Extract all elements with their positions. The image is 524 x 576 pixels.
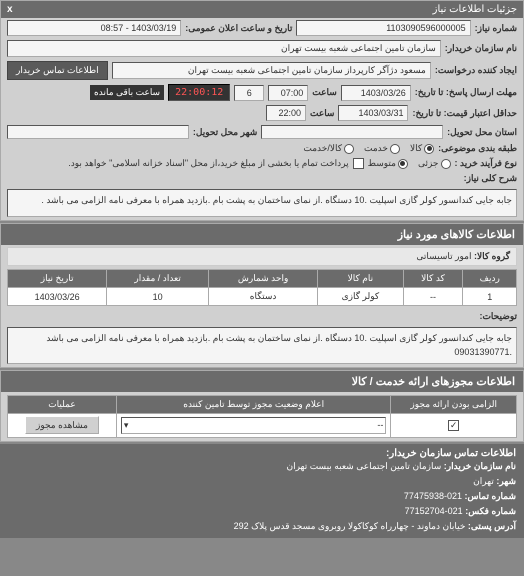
chevron-down-icon: ▾: [124, 420, 129, 431]
items-col: تعداد / مقدار: [107, 270, 209, 288]
items-col: نام کالا: [318, 270, 403, 288]
deadline-price-date: 1403/03/31: [338, 105, 408, 121]
footer-city: تهران: [473, 476, 494, 486]
license-col-ops: عملیات: [8, 396, 117, 414]
delivery-state: [261, 125, 443, 139]
radio-mid[interactable]: [398, 159, 408, 169]
notes-text: جابه جایی کندانسور کولر گازی اسپلیت .10 …: [7, 327, 517, 364]
deadline-send-label: مهلت ارسال پاسخ: تا تاریخ:: [415, 87, 517, 98]
license-header: اطلاعات مجوزهای ارائه خدمت / کالا: [1, 371, 523, 392]
items-col: تاریخ نیاز: [8, 270, 107, 288]
radio-khadmat[interactable]: [390, 144, 400, 154]
license-col-announce: اعلام وضعیت مجوز توسط تامین کننده: [116, 396, 391, 414]
items-col: واحد شمارش: [209, 270, 318, 288]
radio-low-label: جزئی: [418, 158, 439, 169]
deadline-price-label: حداقل اعتبار قیمت: تا تاریخ:: [412, 108, 517, 119]
requester-label: ایجاد کننده درخواست:: [435, 65, 517, 76]
countdown-timer: 22:00:12: [168, 84, 230, 101]
buyer-name-label: نام سازمان خریدار:: [445, 43, 517, 54]
settle-checkbox[interactable]: [353, 158, 364, 169]
footer-city-label: شهر:: [496, 476, 516, 486]
license-status-select[interactable]: -- ▾: [121, 417, 387, 434]
purchase-type-label: نوع فرآیند خرید :: [455, 158, 518, 169]
delivery-state-label: استان محل تحویل:: [447, 127, 517, 138]
notes-label: توضیحات:: [479, 311, 517, 322]
announce-datetime: 1403/03/19 - 08:57: [7, 20, 181, 36]
footer-fax-label: شماره فکس:: [465, 506, 516, 516]
view-license-button[interactable]: مشاهده مجوز: [25, 416, 99, 434]
radio-khadmat-label: خدمت: [364, 143, 388, 154]
footer-addr-label: آدرس پستی:: [468, 521, 516, 531]
budget-group-label: طبقه بندی موضوعی:: [438, 143, 517, 154]
table-cell: کولر گازی: [318, 288, 403, 306]
footer-org-label: نام سازمان خریدار:: [444, 461, 516, 471]
remaining-days: 6: [234, 85, 264, 101]
deadline-price-time: 22:00: [266, 105, 306, 121]
table-cell: --: [403, 288, 463, 306]
footer-tel: 021-77475938: [404, 491, 462, 501]
deadline-send-date: 1403/03/26: [341, 85, 411, 101]
table-cell: دستگاه: [209, 288, 318, 306]
items-header: اطلاعات کالاهای مورد نیاز: [1, 224, 523, 245]
requester: مسعود دژآگر کارپرداز سازمان تامین اجتماع…: [112, 62, 431, 79]
radio-mid-label: متوسط: [368, 158, 396, 169]
footer-tel-label: شماره تماس:: [465, 491, 516, 501]
items-col: کد کالا: [403, 270, 463, 288]
contact-footer-header: اطلاعات تماس سازمان خریدار:: [8, 448, 516, 459]
contact-buyer-button[interactable]: اطلاعات تماس خریدار: [7, 61, 108, 80]
items-table: ردیفکد کالانام کالاواحد شمارشتعداد / مقد…: [7, 269, 517, 306]
announce-label: تاریخ و ساعت اعلان عمومی:: [185, 23, 292, 34]
budget-radio-group: کالا خدمت کالا/خدمت: [303, 143, 434, 154]
need-number-label: شماره نیاز:: [475, 23, 517, 34]
summary-text: جابه جایی کندانسور کولر گازی اسپلیت .10 …: [7, 189, 517, 217]
group-value: امور تاسیساتی: [416, 251, 471, 261]
footer-addr: خیابان دماوند - چهارراه کوکاکولا روبروی …: [234, 521, 466, 531]
delivery-city-label: شهر محل تحویل:: [193, 127, 257, 138]
table-row: 1--کولر گازیدستگاه101403/03/26: [8, 288, 517, 306]
radio-low[interactable]: [441, 159, 451, 169]
settle-note: پرداخت تمام یا بخشی از مبلغ خرید،از محل …: [68, 158, 348, 169]
delivery-city: [7, 125, 189, 139]
radio-kala-khadmat-label: کالا/خدمت: [303, 143, 342, 154]
radio-kala-label: کالا: [410, 143, 422, 154]
license-mandatory-checkbox[interactable]: [448, 420, 459, 431]
deadline-send-time: 07:00: [268, 85, 308, 101]
group-label: گروه کالا:: [474, 251, 510, 261]
radio-kala[interactable]: [424, 144, 434, 154]
close-icon[interactable]: x: [7, 4, 13, 15]
countdown-label: ساعت باقی مانده: [90, 85, 164, 100]
table-cell: 10: [107, 288, 209, 306]
panel-title: جزئیات اطلاعات نیاز: [433, 4, 517, 15]
footer-org: سازمان تامین اجتماعی شعبه بیست تهران: [286, 461, 441, 471]
purchase-radio-group: جزئی متوسط: [368, 158, 451, 169]
deadline-price-time-label: ساعت: [310, 108, 335, 119]
table-cell: 1: [463, 288, 517, 306]
buyer-name: سازمان تامین اجتماعی شعبه بیست تهران: [7, 40, 441, 57]
summary-label: شرح کلی نیاز:: [464, 173, 517, 184]
deadline-send-time-label: ساعت: [312, 87, 337, 98]
license-col-mandatory: الزامی بودن ارائه مجوز: [391, 396, 517, 414]
items-col: ردیف: [463, 270, 517, 288]
need-number: 1103090596000005: [296, 20, 470, 36]
footer-fax: 021-77152704: [405, 506, 463, 516]
license-table: الزامی بودن ارائه مجوز اعلام وضعیت مجوز …: [7, 395, 517, 438]
radio-kala-khadmat[interactable]: [344, 144, 354, 154]
table-cell: 1403/03/26: [8, 288, 107, 306]
license-select-value: --: [377, 420, 383, 431]
